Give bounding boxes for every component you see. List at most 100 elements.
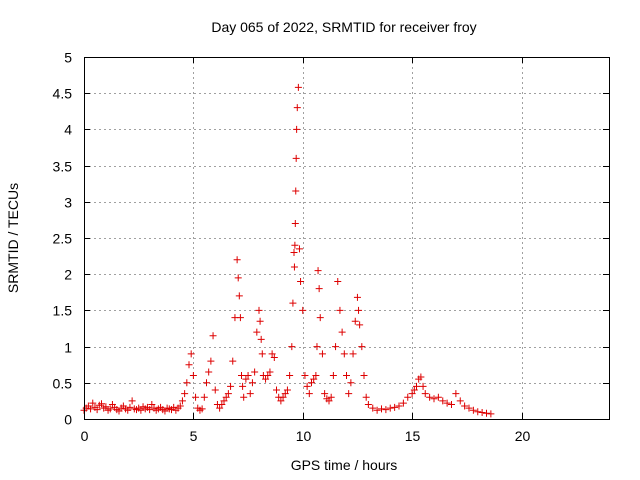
data-point [137,406,145,414]
y-tick-label: 4 [64,122,72,138]
data-point [395,402,403,410]
data-point [93,406,101,414]
data-point [305,390,313,398]
data-point [187,350,195,358]
data-point [258,350,266,358]
data-point [410,386,418,394]
data-point [336,306,344,314]
data-point [299,306,307,314]
data-point [264,372,272,380]
data-point [355,306,363,314]
data-point [189,372,197,380]
data-point [251,368,259,376]
data-point [220,397,228,405]
data-point [87,405,95,413]
data-point [233,256,241,264]
data-point [262,375,270,383]
data-point [369,404,377,412]
data-point [181,390,189,398]
y-tick-label: 0 [64,412,72,428]
data-point [257,335,265,343]
data-point [474,408,482,416]
data-point [246,390,254,398]
data-point [327,393,335,401]
data-point [216,404,224,412]
data-point [487,410,495,418]
data-point [325,397,333,405]
data-point [295,245,303,253]
data-point [106,405,114,413]
data-point [203,379,210,387]
data-point [200,393,208,401]
data-point [301,372,309,380]
data-point [338,328,346,336]
y-tick-label: 2 [64,267,72,283]
data-point [273,386,280,394]
data-point [329,372,337,380]
data-point [419,382,427,390]
data-point [176,402,184,410]
data-point [266,368,274,376]
data-point [465,404,473,412]
data-point [255,306,263,314]
data-point [404,393,412,401]
data-point [236,314,244,322]
data-point [240,393,248,401]
data-point [222,393,230,401]
data-point [270,353,278,361]
data-point [448,401,455,409]
data-point [98,400,105,408]
data-point [253,328,261,336]
data-point [244,372,252,380]
data-point [288,343,296,351]
y-tick-label: 0.5 [53,376,73,392]
x-tick-labels: 0 5 10 15 20 [81,428,531,444]
data-point [183,379,191,387]
data-point [321,390,329,398]
data-point [345,390,353,398]
data-point [227,382,235,390]
data-point [292,154,300,162]
x-tick-label: 20 [515,428,531,444]
data-point [291,220,299,228]
data-point [277,397,285,405]
data-point [391,403,399,411]
data-point [292,187,300,195]
data-point [478,408,486,416]
y-tick-label: 3.5 [53,159,73,175]
data-point [268,350,276,358]
data-point [290,248,298,256]
y-axis-label: SRMTID / TECUs [5,183,21,293]
x-tick-label: 0 [81,428,89,444]
data-point [128,397,136,405]
chart-title: Day 065 of 2022, SRMTID for receiver fro… [211,19,476,35]
data-point [234,274,242,282]
data-point [291,241,299,249]
data-point [293,125,301,133]
data-point [426,393,434,401]
data-point [318,350,326,358]
x-axis-label: GPS time / hours [291,457,398,473]
data-point [289,299,297,307]
y-tick-label: 3 [64,195,72,211]
data-point [313,343,321,351]
data-point [126,403,134,411]
data-point [303,382,311,390]
grid-lines [84,57,609,419]
data-point [281,390,289,398]
data-point [434,393,442,401]
data-point [408,390,416,398]
data-point [312,372,320,380]
data-point [373,406,381,414]
data-point [343,372,350,380]
data-point [198,405,206,413]
data-point [218,401,226,409]
data-point [469,406,477,414]
data-point [146,406,154,414]
data-point [211,386,219,394]
data-point [334,277,342,285]
data-point [421,390,429,398]
data-point [286,372,294,380]
data-point [360,372,368,380]
data-point [340,350,348,358]
